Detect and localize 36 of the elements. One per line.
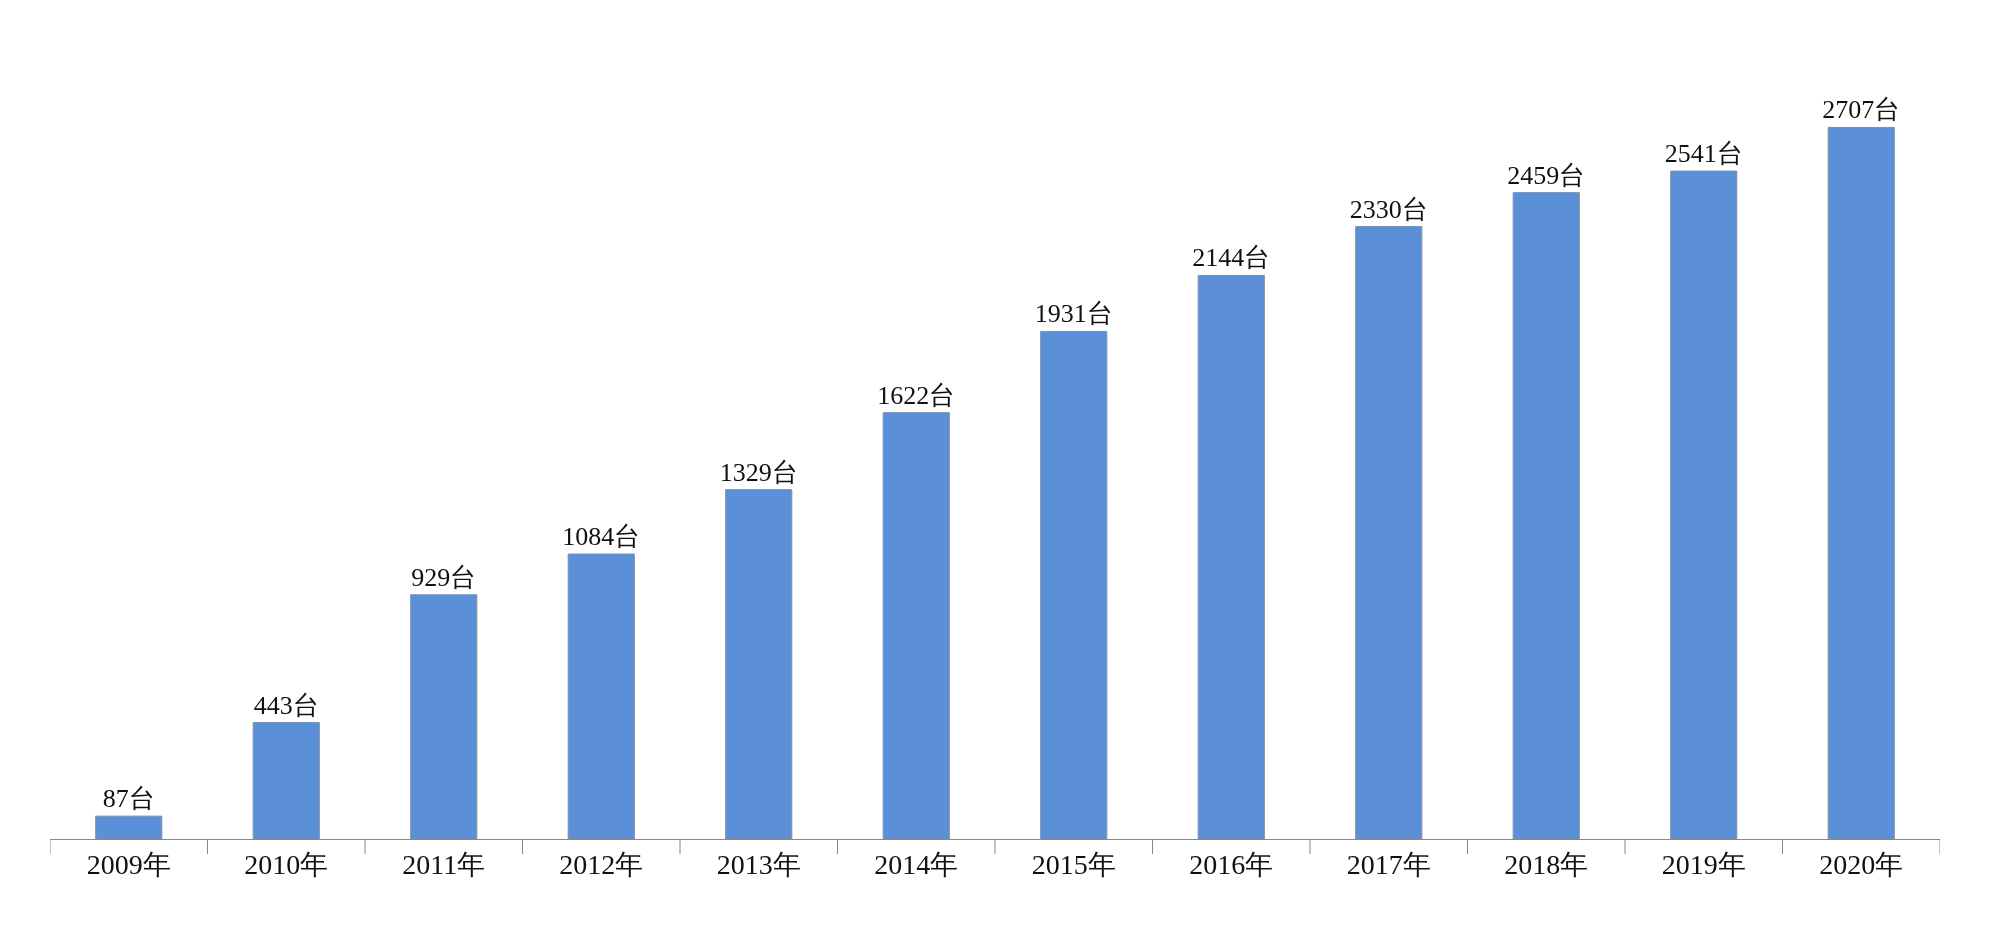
bar bbox=[1040, 330, 1108, 839]
x-tick-label: 2019年 bbox=[1661, 848, 1746, 880]
bar bbox=[410, 594, 478, 839]
bar bbox=[1512, 192, 1580, 839]
data-label: 1084台 bbox=[562, 522, 641, 552]
data-label: 929台 bbox=[411, 562, 477, 592]
x-tick-label: 2016年 bbox=[1189, 848, 1274, 880]
data-label: 87台 bbox=[102, 784, 155, 814]
data-label: 2541台 bbox=[1664, 139, 1743, 169]
data-label: 2707台 bbox=[1822, 95, 1901, 125]
x-tick-label: 2014年 bbox=[874, 848, 959, 880]
data-label: 2144台 bbox=[1192, 243, 1271, 273]
data-label: 2459台 bbox=[1507, 160, 1586, 190]
x-tick-label: 2013年 bbox=[716, 848, 801, 880]
data-label: 1329台 bbox=[719, 457, 798, 487]
bar bbox=[567, 553, 635, 839]
x-tick-label: 2015年 bbox=[1031, 848, 1116, 880]
bar bbox=[252, 722, 320, 839]
bar bbox=[1355, 226, 1423, 839]
x-tick-label: 2011年 bbox=[402, 848, 486, 880]
x-tick-label: 2012年 bbox=[559, 848, 644, 880]
bar bbox=[95, 815, 163, 839]
x-tick-label: 2020年 bbox=[1819, 848, 1904, 880]
data-label: 443台 bbox=[253, 690, 319, 720]
bar bbox=[725, 489, 793, 839]
bar bbox=[882, 412, 950, 839]
x-tick-label: 2009年 bbox=[86, 848, 171, 880]
bar bbox=[1827, 126, 1895, 839]
data-label: 1622台 bbox=[877, 380, 956, 410]
x-tick-label: 2018年 bbox=[1504, 848, 1589, 880]
data-label: 2330台 bbox=[1349, 194, 1428, 224]
data-label: 1931台 bbox=[1034, 299, 1113, 329]
x-tick-label: 2017年 bbox=[1346, 848, 1431, 880]
bar bbox=[1670, 170, 1738, 839]
bar bbox=[1197, 274, 1265, 839]
x-tick-label: 2010年 bbox=[244, 848, 329, 880]
